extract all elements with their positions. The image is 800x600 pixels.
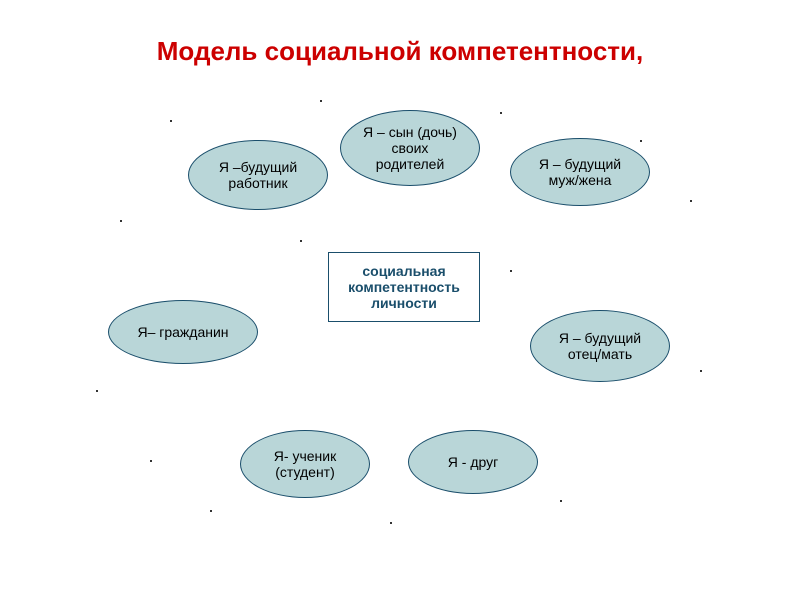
node-parent: Я – будущийотец/мать [530, 310, 670, 382]
decorative-dot [320, 100, 322, 102]
page-title: Модель социальной компетентности, [0, 36, 800, 67]
center-node: социальнаякомпетентностьличности [328, 252, 480, 322]
decorative-dot [96, 390, 98, 392]
decorative-dot [120, 220, 122, 222]
node-student: Я- ученик(студент) [240, 430, 370, 498]
decorative-dot [640, 140, 642, 142]
node-child: Я – сын (дочь)своихродителей [340, 110, 480, 186]
decorative-dot [700, 370, 702, 372]
decorative-dot [500, 112, 502, 114]
diagram-stage: Модель социальной компетентности, социал… [0, 0, 800, 600]
decorative-dot [560, 500, 562, 502]
node-friend: Я - друг [408, 430, 538, 494]
decorative-dot [690, 200, 692, 202]
decorative-dot [510, 270, 512, 272]
node-spouse: Я – будущиймуж/жена [510, 138, 650, 206]
decorative-dot [210, 510, 212, 512]
decorative-dot [390, 522, 392, 524]
decorative-dot [300, 240, 302, 242]
node-citizen: Я– гражданин [108, 300, 258, 364]
node-worker: Я –будущийработник [188, 140, 328, 210]
decorative-dot [170, 120, 172, 122]
decorative-dot [150, 460, 152, 462]
